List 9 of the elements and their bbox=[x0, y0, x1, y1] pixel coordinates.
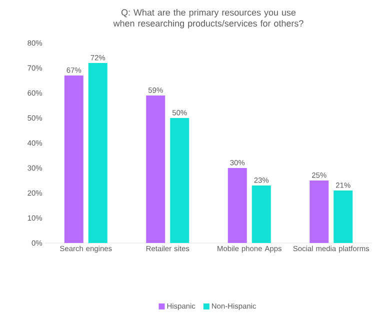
bar bbox=[228, 168, 247, 243]
bar bbox=[64, 76, 84, 243]
bar bbox=[88, 63, 108, 243]
chart-title: Q: What are the primary resources you use when researching products/services for others? bbox=[113, 9, 304, 28]
bar bbox=[334, 190, 353, 243]
bar bbox=[310, 180, 329, 243]
bar bbox=[252, 186, 271, 243]
bar bbox=[170, 118, 190, 243]
bar bbox=[146, 96, 166, 243]
